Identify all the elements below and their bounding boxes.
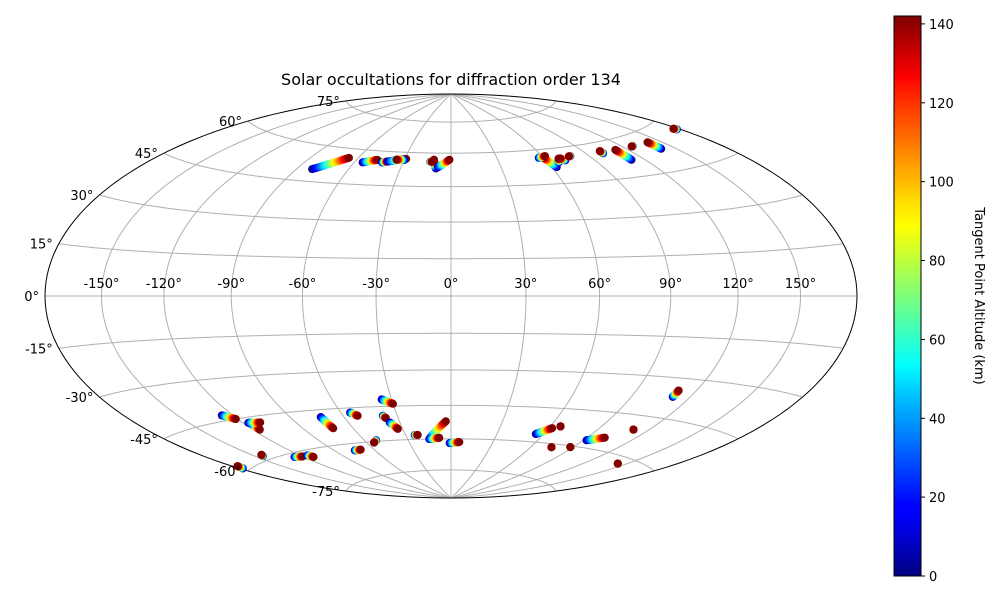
graticule	[45, 93, 857, 499]
longitude-tick-label: -120°	[146, 277, 182, 292]
occultation-point	[445, 155, 454, 164]
occultation-point	[547, 443, 556, 452]
parallel-line	[99, 369, 803, 398]
colorbar-tick-label: 40	[929, 412, 946, 427]
occultation-point	[629, 425, 638, 434]
latitude-tick-label: 30°	[70, 189, 93, 204]
axis-ticks: -150° -120° -90° -60° -30° 0° 30° 60° 90° 120° 150…	[24, 95, 816, 500]
colorbar-tick-label: 80	[929, 255, 946, 270]
longitude-tick-label: 90°	[659, 277, 682, 292]
latitude-tick-label: 0°	[24, 290, 39, 305]
occultation-point	[356, 445, 365, 454]
colorbar-tick-label: 20	[929, 491, 946, 506]
longitude-tick-label: -30°	[362, 277, 390, 292]
colorbar: 0 20 40 60 80 100 120 140 Tangent Point Altitud…	[893, 15, 986, 585]
occultation-point	[256, 418, 265, 427]
occultation-point	[548, 424, 557, 433]
occultation-point	[556, 422, 565, 431]
latitude-tick-label: 45°	[135, 147, 158, 162]
occultation-point	[413, 430, 422, 439]
latitude-tick-label: -30°	[66, 391, 94, 406]
occultation-point	[627, 142, 636, 151]
longitude-tick-label: 60°	[588, 277, 611, 292]
occultation-point	[611, 145, 620, 154]
occultation-point	[435, 433, 444, 442]
occultation-point	[257, 450, 266, 459]
occultation-points	[217, 124, 683, 473]
parallel-line	[345, 469, 557, 492]
latitude-tick-label: 15°	[30, 238, 53, 253]
colorbar-gradient	[893, 15, 922, 577]
occultation-point	[600, 433, 609, 442]
occultation-point	[344, 153, 353, 162]
occultation-point	[255, 425, 264, 434]
latitude-tick-label: -45°	[130, 433, 158, 448]
longitude-tick-label: -150°	[83, 277, 119, 292]
occultation-point	[233, 462, 242, 471]
longitude-tick-label: 150°	[785, 277, 816, 292]
occultation-point	[392, 155, 401, 164]
latitude-tick-label: -75°	[312, 485, 340, 500]
occultation-point	[393, 424, 402, 433]
parallel-line	[345, 100, 557, 123]
occultation-point	[309, 452, 318, 461]
colorbar-label: Tangent Point Altitude (km)	[971, 206, 986, 384]
colorbar-tick-label: 140	[929, 18, 954, 33]
occultation-point	[441, 417, 450, 426]
occultation-point	[455, 438, 464, 447]
occultation-point	[669, 124, 678, 133]
parallel-line	[58, 332, 844, 349]
occultation-point	[613, 459, 622, 468]
longitude-tick-label: 30°	[514, 277, 537, 292]
latitude-tick-label: 75°	[317, 95, 340, 110]
longitude-tick-label: 120°	[722, 277, 753, 292]
colorbar-ticks: 0 20 40 60 80 100 120 140	[921, 18, 954, 585]
occultation-point	[556, 154, 565, 163]
parallel-line	[99, 194, 803, 223]
occultation-point	[566, 443, 575, 452]
latitude-tick-label: 60°	[219, 115, 242, 130]
occultation-point	[353, 411, 362, 420]
map-outline	[44, 93, 858, 499]
parallel-line	[247, 438, 655, 472]
longitude-tick-label: -90°	[217, 277, 245, 292]
colorbar-tick-label: 60	[929, 333, 946, 348]
longitude-tick-label: -60°	[289, 277, 317, 292]
parallel-line	[58, 243, 844, 260]
occultation-point	[388, 399, 397, 408]
parallel-line	[163, 152, 739, 188]
colorbar-tick-label: 120	[929, 97, 954, 112]
occultation-point	[329, 424, 338, 433]
occultation-point	[674, 386, 683, 395]
occultation-point	[231, 415, 240, 424]
latitude-tick-label: -60°	[214, 465, 242, 480]
longitude-tick-label: 0°	[444, 277, 459, 292]
occultation-point	[643, 138, 652, 147]
occultation-point	[541, 152, 550, 161]
latitude-tick-label: -15°	[25, 342, 53, 357]
chart-title: Solar occultations for diffraction order…	[281, 70, 621, 89]
occultation-point	[595, 147, 604, 156]
colorbar-tick-label: 100	[929, 176, 954, 191]
occultation-point	[369, 438, 378, 447]
parallel-line	[247, 120, 655, 154]
colorbar-tick-label: 0	[929, 570, 937, 585]
occultation-point	[564, 152, 573, 161]
occultation-point	[427, 157, 436, 166]
